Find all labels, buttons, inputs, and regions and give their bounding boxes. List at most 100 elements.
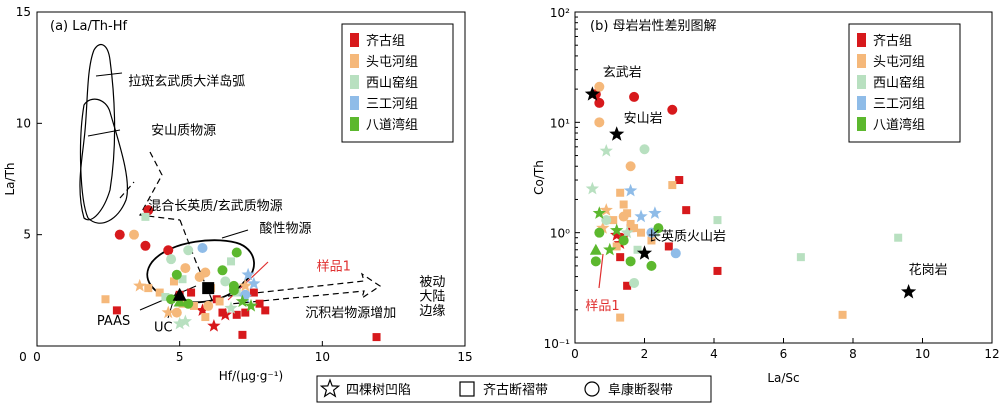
y-tick-label-a: 15	[16, 5, 31, 19]
data-point-b-2	[668, 181, 677, 190]
data-point-a-1	[218, 307, 232, 321]
x-tick-label-a: 10	[315, 350, 330, 364]
data-point-b-1	[616, 253, 625, 262]
data-point-b-5	[618, 235, 629, 246]
sedimentary-trend-arrow	[227, 272, 382, 305]
data-point-a-4	[241, 267, 255, 281]
data-point-b-5	[653, 223, 664, 234]
legend-a-swatch	[350, 117, 359, 131]
data-point-a-5	[173, 295, 186, 307]
leader-andesitic	[87, 129, 121, 137]
field-andesitic	[79, 98, 129, 224]
data-point-a-1	[195, 303, 210, 316]
panel-a-title: (a) La/Th-Hf	[50, 19, 127, 34]
legend-b-label: 三工河组	[873, 97, 925, 112]
panel-b-title: (b) 母岩岩性差别图解	[590, 19, 717, 34]
data-point-b-1	[629, 91, 640, 102]
legend-a-box	[341, 23, 454, 143]
data-point-b-1	[623, 281, 632, 290]
data-point-b-1	[675, 176, 684, 185]
data-point-a-1	[255, 299, 264, 308]
annotation-a: 拉斑玄武质大洋岛弧	[128, 73, 245, 89]
reference-star-b	[901, 284, 917, 299]
data-point-a-2	[200, 267, 211, 278]
data-point-a-5	[235, 294, 250, 308]
data-point-b-2	[630, 224, 639, 233]
annotation-b: 玄武岩	[603, 66, 642, 81]
data-point-a-3	[224, 301, 238, 314]
legend-a-label: 齐古组	[366, 33, 405, 49]
x-tick-label-a: 5	[176, 350, 184, 364]
x-tick-label-a: 15	[457, 350, 472, 364]
field-oceanic-arc	[79, 43, 116, 221]
data-point-a-1	[112, 306, 121, 315]
reference-star-b	[609, 126, 625, 141]
y-axis-label-a: La/Th	[3, 162, 17, 195]
data-point-b-5	[590, 256, 601, 267]
data-point-b-2	[596, 221, 610, 234]
data-point-a-3	[141, 212, 150, 221]
x-tick-label-b: 0	[571, 347, 579, 361]
bottom-legend-label: 四棵树凹陷	[346, 383, 411, 398]
annotation-b: 样品1	[585, 299, 619, 314]
leader-oceanic-arc	[95, 72, 123, 77]
data-point-a-4	[247, 276, 261, 290]
x-tick-label-a: 0	[33, 350, 41, 364]
data-point-a-5	[166, 294, 177, 305]
data-point-a-2	[203, 300, 214, 311]
y-tick-label-b: 10²	[550, 6, 570, 20]
data-point-b-2	[619, 200, 628, 209]
legend-a-swatch	[350, 54, 359, 68]
annotation-a: UC	[154, 321, 173, 336]
y-axis-label-b: Co/Th	[532, 160, 546, 195]
data-point-a-2	[238, 278, 252, 292]
bottom-legend-label: 齐古断褶带	[483, 382, 548, 398]
data-point-b-5	[646, 260, 657, 271]
paas-marker	[202, 282, 215, 295]
field-mixed-upper	[139, 151, 181, 221]
data-point-b-2	[626, 219, 635, 228]
x-tick-label-b: 8	[849, 347, 857, 361]
data-point-b-3	[633, 245, 642, 254]
data-point-a-1	[238, 330, 247, 339]
uc-marker	[172, 287, 187, 301]
data-point-b-4	[670, 248, 681, 259]
data-point-b-1	[664, 242, 673, 251]
data-point-b-4	[634, 209, 648, 223]
x-axis-label-b: La/Sc	[767, 371, 799, 385]
legend-a-label: 八道湾组	[366, 117, 418, 133]
annotation-a: 沉积岩物源增加	[305, 306, 396, 321]
data-point-b-2	[609, 216, 618, 225]
y-tick-label-b: 10¹	[550, 116, 570, 130]
annotation-a: 安山质物源	[151, 123, 216, 138]
data-point-a-3	[173, 316, 187, 330]
data-point-b-2	[838, 310, 847, 319]
data-point-a-4	[238, 290, 252, 303]
data-point-a-1	[207, 319, 221, 332]
x-tick-label-b: 2	[641, 347, 649, 361]
y-tick-label-a: 10	[16, 116, 31, 130]
field-mixed-left	[119, 181, 135, 199]
legend-b-label: 八道湾组	[873, 117, 925, 133]
data-point-a-5	[244, 298, 258, 312]
annotation-b: 花岗岩	[909, 262, 948, 278]
x-tick-label-b: 4	[710, 347, 718, 361]
legend-a-label: 头屯河组	[366, 55, 418, 70]
reference-star-b	[636, 245, 653, 260]
data-point-b-1	[682, 206, 691, 215]
y-tick-label-a: 5	[23, 228, 31, 242]
x-axis-label-a: Hf/(μg·g⁻¹)	[219, 369, 283, 383]
data-point-b-5	[625, 256, 636, 267]
data-point-a-2	[155, 288, 164, 297]
panel-a-frame	[36, 11, 466, 347]
legend-a-swatch	[350, 75, 359, 89]
data-point-b-4	[623, 183, 638, 197]
data-point-b-2	[594, 81, 605, 92]
x-origin-label-a: 0	[19, 350, 27, 364]
data-point-a-2	[171, 307, 182, 318]
data-point-a-5	[171, 269, 182, 280]
legend-b-label: 齐古组	[873, 33, 912, 49]
data-point-a-2	[215, 297, 224, 306]
